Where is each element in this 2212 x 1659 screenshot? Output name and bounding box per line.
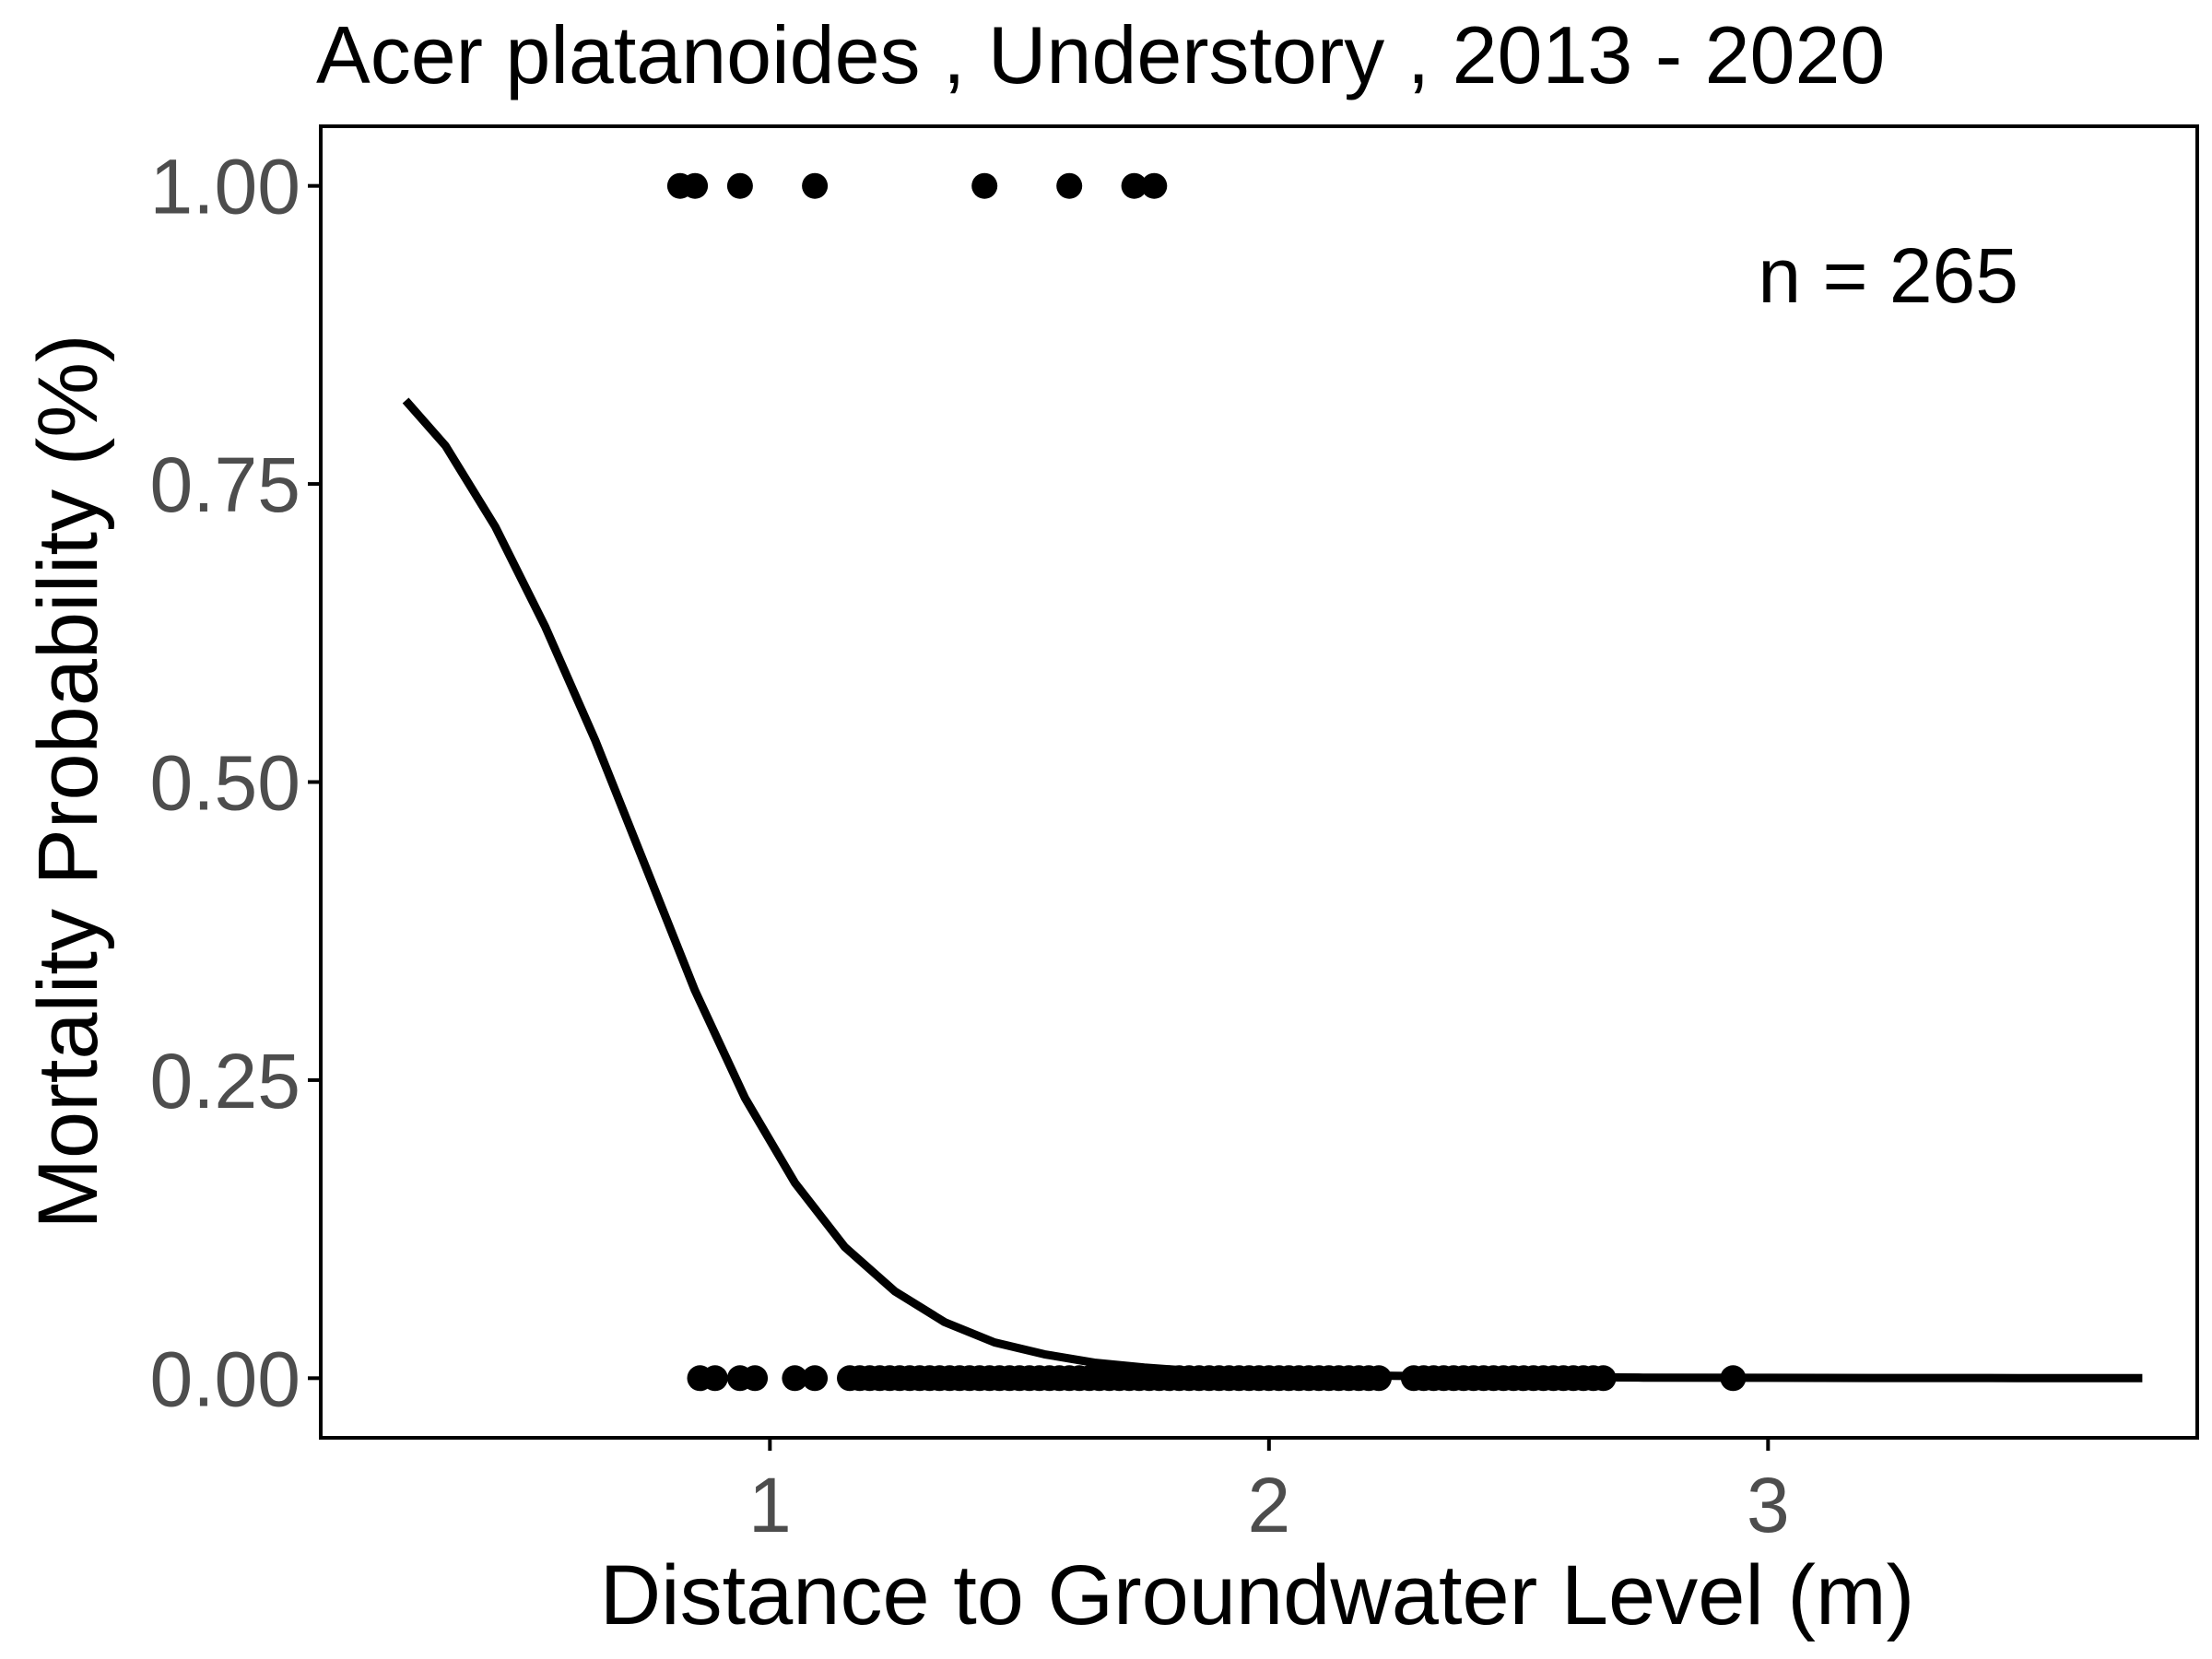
y-tick-label: 0.25 [150,1038,301,1124]
data-point [682,172,709,199]
data-point [802,172,829,199]
y-axis-ticks: 0.00 0.25 0.50 0.75 1.00 [150,144,321,1422]
x-axis-title: Distance to Groundwater Level (m) [600,1548,1915,1642]
data-point [701,1365,728,1392]
fitted-curve [402,397,2143,1382]
x-axis-ticks: 1 2 3 [748,1438,1790,1548]
y-tick-label: 0.00 [150,1335,301,1422]
data-point [1141,172,1168,199]
x-tick-label: 2 [1247,1462,1290,1548]
x-tick-label: 3 [1747,1462,1790,1548]
y-axis-title: Mortality Probability (%) [21,334,115,1229]
data-point [742,1365,769,1392]
y-tick-label: 0.75 [150,441,301,528]
data-point [726,172,753,199]
x-tick-label: 1 [748,1462,792,1548]
sample-size-annotation: n = 265 [1758,232,2018,319]
chart-title: Acer platanoides , Understory , 2013 - 2… [316,9,1885,100]
y-tick-label: 1.00 [150,144,301,230]
data-point [1121,172,1147,199]
data-point [782,1365,808,1392]
y-tick-label: 0.50 [150,740,301,827]
data-point [1056,172,1083,199]
data-point [971,172,998,199]
data-point [802,1365,829,1392]
